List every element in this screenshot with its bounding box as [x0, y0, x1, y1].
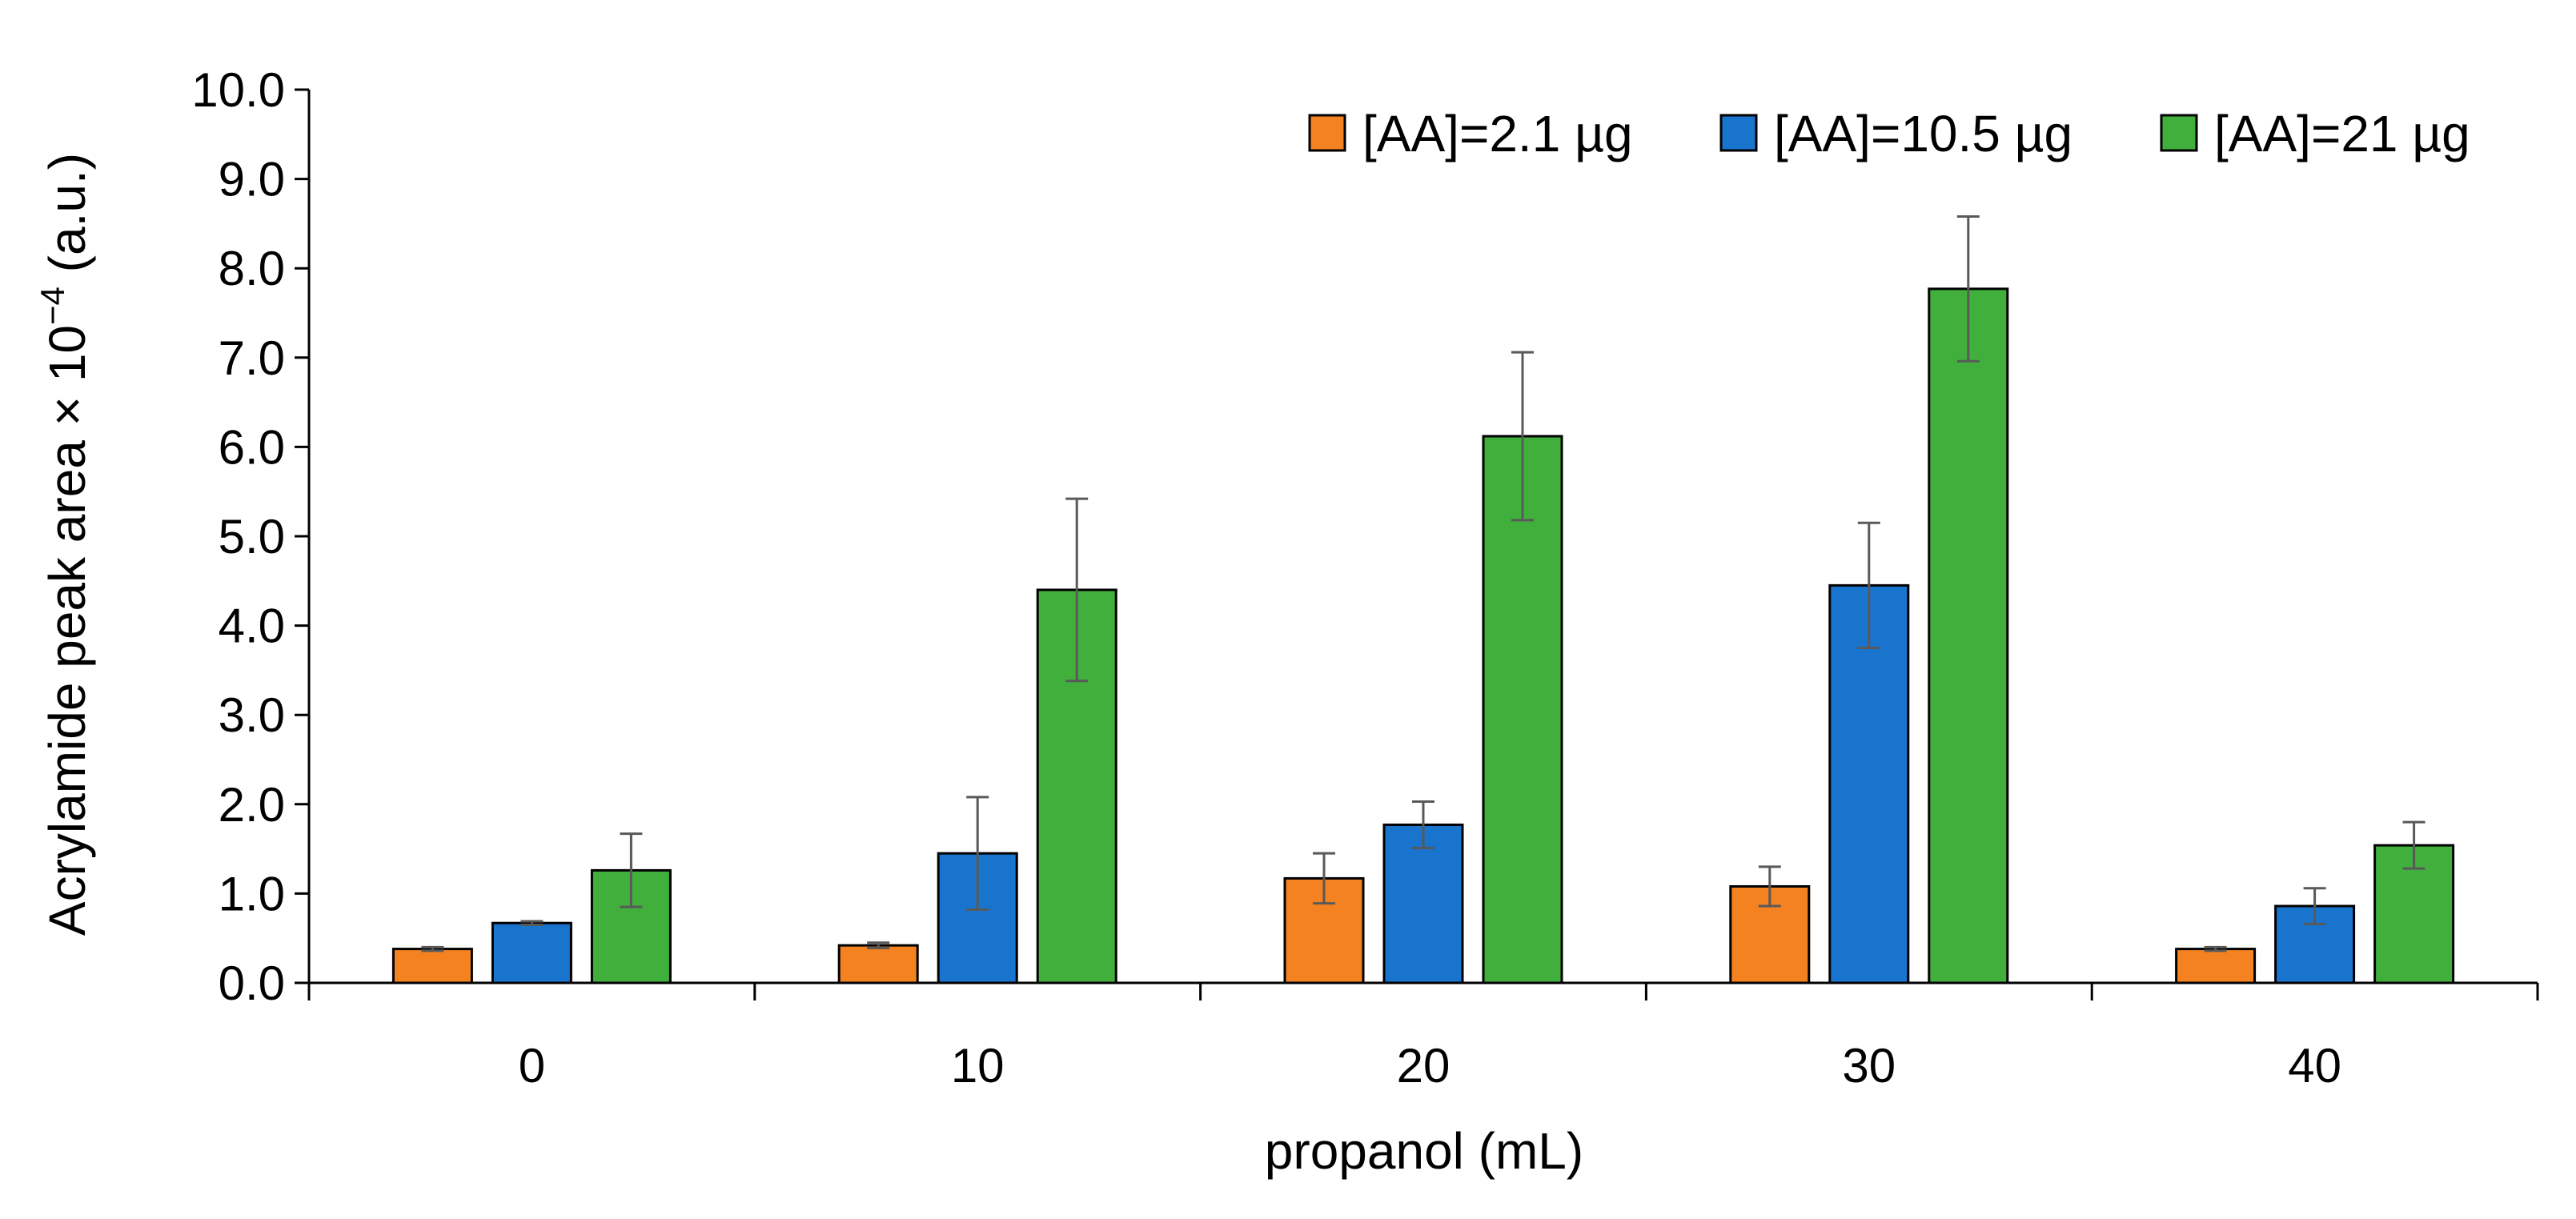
- y-tick-label: 4.0: [219, 599, 285, 653]
- y-axis-title-main: Acrylamide peak area × 10: [38, 325, 96, 936]
- x-axis-title: propanol (mL): [1265, 1122, 1583, 1180]
- error-bar: [2303, 887, 2326, 925]
- error-bar: [1758, 865, 1781, 908]
- bar-series-3-cat-30: [1928, 287, 2009, 984]
- legend-swatch-series-2: [1719, 114, 1758, 152]
- legend-label-series-1: [AA]=2.1 µg: [1362, 105, 1633, 162]
- y-tick-label: 6.0: [219, 420, 285, 474]
- legend: [AA]=2.1 µg [AA]=10.5 µg [AA]=21 µg: [1308, 105, 2470, 162]
- error-bar: [1412, 800, 1434, 849]
- x-tick-label: 0: [519, 1039, 545, 1093]
- error-bars: [421, 215, 2426, 952]
- error-bar: [966, 796, 989, 911]
- y-axis-title: Acrylamide peak area × 10−4 (a.u.): [34, 153, 96, 936]
- bar-series-2-cat-20: [1382, 823, 1464, 984]
- y-tick-label: 10.0: [191, 63, 285, 117]
- error-bar: [2402, 820, 2426, 870]
- y-tick-label: 7.0: [219, 331, 285, 385]
- x-tick-label: 30: [1842, 1039, 1896, 1093]
- y-axis: 0.0 1.0 2.0 3.0 4.0 5.0 6.0 7.0 8.0 9.0 10.0: [191, 63, 311, 1010]
- legend-item-series-3[interactable]: [AA]=21 µg: [2160, 105, 2470, 162]
- legend-label-series-3: [AA]=21 µg: [2214, 105, 2470, 162]
- legend-swatch-series-1: [1308, 114, 1346, 152]
- x-tick-label: 20: [1397, 1039, 1451, 1093]
- x-axis: 0 10 20 30 40: [307, 981, 2539, 1093]
- error-bar: [1065, 497, 1089, 683]
- y-tick-label: 8.0: [219, 242, 285, 295]
- y-tick-label: 1.0: [219, 867, 285, 920]
- error-bar: [421, 945, 444, 952]
- x-tick-label: 40: [2288, 1039, 2341, 1093]
- legend-item-series-1[interactable]: [AA]=2.1 µg: [1308, 105, 1633, 162]
- error-bar: [520, 920, 544, 926]
- bar-series-3-cat-20: [1482, 435, 1563, 984]
- x-tick-label: 10: [951, 1039, 1005, 1093]
- bar-series-1-cat-0: [391, 948, 473, 984]
- bar-series-1-cat-40: [2175, 948, 2257, 984]
- bars: [391, 287, 2455, 984]
- error-bar: [620, 832, 643, 908]
- bar-series-2-cat-0: [491, 921, 572, 984]
- y-tick-label: 2.0: [219, 778, 285, 832]
- error-bar: [1956, 215, 1980, 363]
- error-bar: [1313, 852, 1335, 905]
- y-axis-title-unit: [38, 272, 96, 287]
- error-bar: [867, 941, 890, 949]
- bar-series-1-cat-10: [837, 944, 919, 984]
- y-tick-label: 5.0: [219, 510, 285, 563]
- bar-series-2-cat-30: [1828, 583, 1910, 984]
- legend-label-series-2: [AA]=10.5 µg: [1774, 105, 2072, 162]
- legend-item-series-2[interactable]: [AA]=10.5 µg: [1719, 105, 2072, 162]
- y-tick-label: 3.0: [219, 688, 285, 742]
- y-tick-label: 9.0: [219, 153, 285, 207]
- y-tick-label: 0.0: [219, 956, 285, 1010]
- legend-swatch-series-3: [2160, 114, 2198, 152]
- error-bar: [1857, 521, 1880, 649]
- error-bar: [1511, 351, 1534, 522]
- y-axis-title-exponent: −4: [34, 287, 71, 325]
- error-bar: [2204, 945, 2227, 952]
- y-axis-title-unit-text: (a.u.): [38, 153, 96, 272]
